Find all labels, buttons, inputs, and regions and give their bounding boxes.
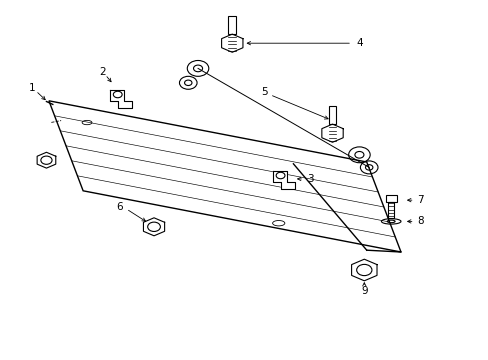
Polygon shape (272, 171, 294, 189)
Polygon shape (49, 101, 400, 252)
Text: 7: 7 (416, 195, 423, 205)
Text: 1: 1 (28, 83, 35, 93)
Text: 8: 8 (416, 216, 423, 226)
Text: 4: 4 (355, 38, 362, 48)
Bar (328, 106, 336, 123)
Bar (228, 16, 236, 33)
Bar (387, 202, 393, 218)
Text: 6: 6 (116, 202, 123, 212)
Text: 9: 9 (360, 285, 367, 296)
Text: 3: 3 (306, 174, 313, 184)
Polygon shape (110, 90, 132, 108)
Text: 2: 2 (99, 67, 106, 77)
Text: 5: 5 (260, 87, 267, 97)
Bar (385, 195, 396, 202)
